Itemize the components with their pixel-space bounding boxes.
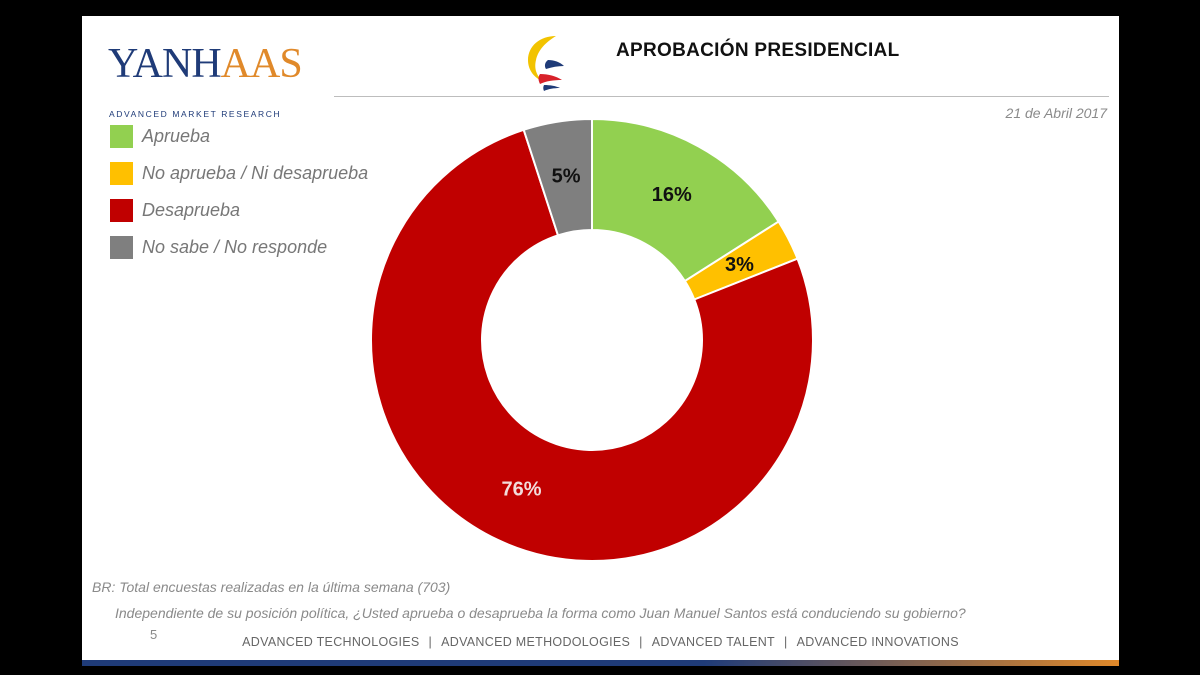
yanhaas-logo: YANHAAS ADVANCED MARKET RESEARCH: [108, 42, 303, 119]
legend-swatch: [110, 236, 133, 259]
tagline-separator: |: [639, 635, 643, 649]
legend-item: No sabe / No responde: [110, 229, 368, 266]
slice-data-label: 16%: [652, 184, 692, 206]
legend-swatch: [110, 162, 133, 185]
tagline-separator: |: [784, 635, 788, 649]
colombia-emblem-icon: [528, 36, 564, 91]
legend-swatch: [110, 199, 133, 222]
footer-tagline: ADVANCED TECHNOLOGIES | ADVANCED METHODOLO…: [82, 635, 1119, 649]
tagline-item: ADVANCED INNOVATIONS: [796, 635, 959, 649]
donut-slice: [370, 128, 814, 562]
slice-data-label: 3%: [725, 254, 754, 276]
legend-label: Aprueba: [142, 126, 211, 146]
legend-item: Desaprueba: [110, 192, 368, 229]
page-number: 5: [150, 627, 158, 642]
survey-question: Independiente de su posición política, ¿…: [115, 605, 966, 621]
title-divider: [334, 96, 1109, 97]
tagline-item: ADVANCED TECHNOLOGIES: [242, 635, 420, 649]
slice-data-label: 76%: [502, 479, 542, 501]
survey-date: 21 de Abril 2017: [1005, 105, 1107, 121]
legend-item: No aprueba / Ni desaprueba: [110, 155, 368, 192]
slice-data-label: 5%: [552, 166, 581, 188]
donut-slice: [522, 117, 593, 237]
legend-label: No aprueba / Ni desaprueba: [142, 163, 369, 183]
base-note: BR: Total encuestas realizadas en la últ…: [92, 579, 451, 595]
slide: YANHAAS ADVANCED MARKET RESEARCH APROBAC…: [82, 16, 1119, 666]
legend-label: Desaprueba: [142, 200, 241, 220]
footer-accent-bar: [82, 660, 1119, 666]
chart-legend: Aprueba No aprueba / Ni desaprueba Desapru…: [110, 118, 368, 266]
page-title: APROBACIÓN PRESIDENCIAL: [616, 40, 900, 61]
legend-swatch: [110, 125, 133, 148]
tagline-item: ADVANCED METHODOLOGIES: [441, 635, 631, 649]
logo-subtitle: ADVANCED MARKET RESEARCH: [109, 109, 282, 119]
legend-label: No sabe / No responde: [142, 237, 328, 257]
logo-wordmark: YANHAAS: [108, 41, 303, 87]
approval-donut-chart: 16% 3% 76% 5%: [370, 117, 814, 562]
donut-slice: [591, 117, 780, 283]
tagline-separator: |: [428, 635, 433, 649]
legend-item: Aprueba: [110, 118, 368, 155]
tagline-item: ADVANCED TALENT: [651, 635, 775, 649]
